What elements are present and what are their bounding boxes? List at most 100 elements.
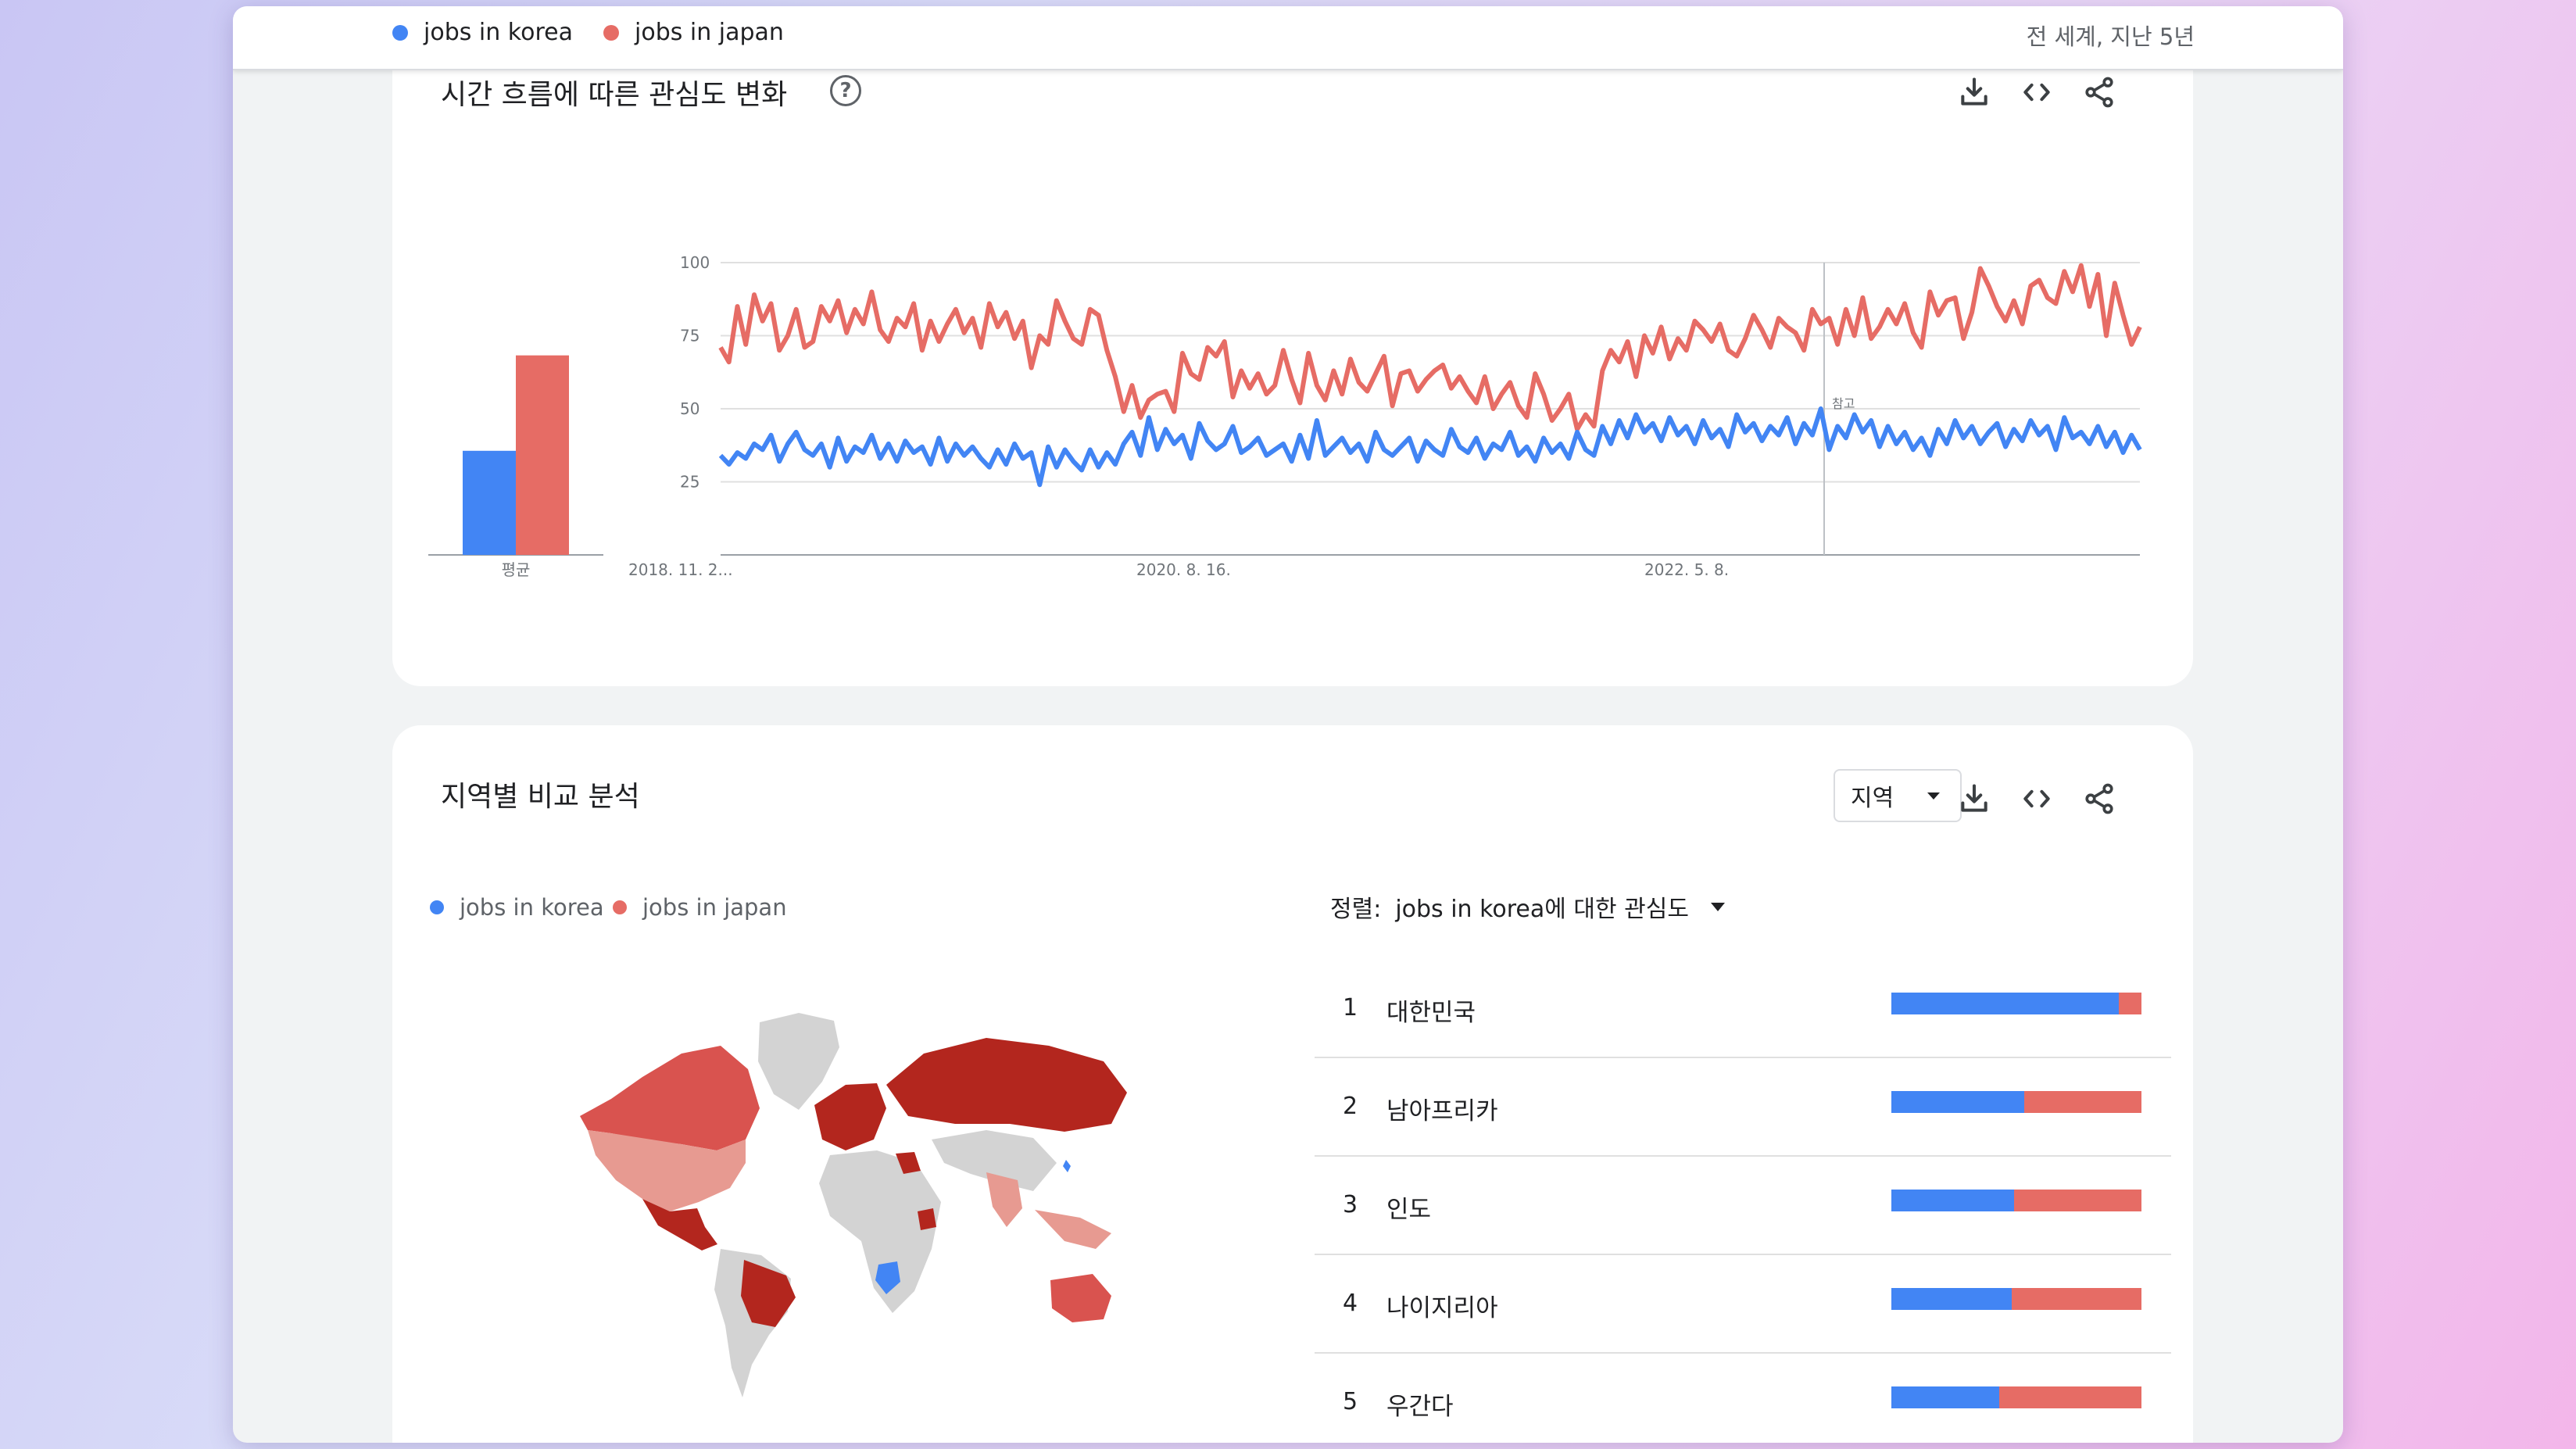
comparison-bar — [1891, 1091, 2141, 1113]
region-name: 우간다 — [1386, 1393, 1454, 1421]
bar-japan-share — [2011, 1288, 2141, 1310]
region-row[interactable]: 5 우간다 — [1315, 1352, 2171, 1443]
map-region-korea[interactable] — [1063, 1160, 1071, 1172]
region-row[interactable]: 2 남아프리카 — [1315, 1057, 2171, 1157]
rank-number: 3 — [1343, 1191, 1358, 1218]
rank-number: 4 — [1343, 1290, 1358, 1317]
share-icon — [2085, 783, 2113, 814]
caret-down-icon — [1927, 792, 1940, 800]
region-name: 대한민국 — [1386, 999, 1476, 1027]
x-tick-label: 2018. 11. 2... — [628, 560, 733, 579]
comparison-bar — [1891, 1190, 2141, 1211]
comparison-bar — [1891, 1288, 2141, 1310]
rank-number: 2 — [1343, 1093, 1358, 1120]
legend-label: jobs in korea — [460, 894, 604, 921]
legend-label: jobs in japan — [635, 19, 784, 46]
share-icon — [2085, 77, 2113, 108]
region-row[interactable]: 3 인도 — [1315, 1155, 2171, 1255]
bar-japan-share — [2119, 993, 2141, 1014]
map-legend-japan[interactable]: jobs in japan — [613, 894, 787, 921]
bar-korea-share — [1891, 993, 2120, 1014]
comparison-bar — [1891, 1386, 2141, 1408]
avg-bar-korea[interactable] — [463, 450, 516, 555]
map-region-brazil[interactable] — [741, 1260, 796, 1327]
share-button[interactable] — [2076, 775, 2123, 822]
comparison-bar — [1891, 993, 2141, 1014]
interest-line-chart: 25 50 75 100 참고 2018. 11. 2... 2020. 8. 16.… — [628, 253, 2142, 579]
scope-label[interactable]: 전 세계, 지난 5년 — [2026, 23, 2195, 50]
map-legend-korea[interactable]: jobs in korea — [430, 894, 604, 921]
help-circle-icon[interactable]: ? — [830, 75, 861, 106]
bar-korea-share — [1891, 1288, 2012, 1310]
download-button[interactable] — [1951, 69, 1998, 116]
bar-japan-share — [2013, 1190, 2141, 1211]
region-name: 나이지리아 — [1386, 1294, 1498, 1322]
browser-window: jobs in korea jobs in japan 전 세계, 지난 5년 … — [233, 6, 2343, 1443]
embed-button[interactable] — [2013, 69, 2060, 116]
y-tick-label: 75 — [680, 327, 699, 345]
chart-grid: 25 50 75 100 — [680, 253, 2140, 556]
map-region-south-africa[interactable] — [875, 1261, 900, 1294]
legend-item-japan[interactable]: jobs in japan — [603, 19, 784, 46]
japan-color-dot — [613, 900, 627, 914]
map-region-europe[interactable] — [814, 1083, 886, 1150]
avg-bar-japan[interactable] — [516, 355, 569, 555]
regional-comparison-card: 지역별 비교 분석 지역 jobs in korea jobs in japan — [392, 725, 2193, 1443]
download-icon — [1961, 784, 1987, 812]
map-region-australia[interactable] — [1050, 1274, 1111, 1322]
rank-number: 5 — [1343, 1388, 1358, 1415]
region-row[interactable]: 1 대한민국 — [1315, 958, 2171, 1058]
legend-item-korea[interactable]: jobs in korea — [392, 19, 573, 46]
map-region-greenland[interactable] — [758, 1013, 839, 1110]
region-name: 인도 — [1386, 1196, 1432, 1224]
map-region-egypt[interactable] — [896, 1152, 921, 1174]
world-map[interactable] — [564, 1007, 1158, 1397]
bar-japan-share — [1998, 1386, 2141, 1408]
legend-label: jobs in japan — [642, 894, 787, 921]
download-icon — [1961, 77, 1987, 106]
series-line-japan[interactable] — [718, 263, 2142, 432]
map-region-asia[interactable] — [932, 1130, 1057, 1191]
map-region-canada[interactable] — [580, 1046, 760, 1150]
card-title: 시간 흐름에 따른 관심도 변화 — [441, 79, 788, 111]
x-tick-label: 2022. 5. 8. — [1644, 560, 1729, 579]
average-bar-chart: 평균 — [428, 355, 603, 579]
dropdown-value: 지역 — [1851, 785, 1894, 812]
region-name: 남아프리카 — [1386, 1097, 1498, 1125]
embed-button[interactable] — [2013, 775, 2060, 822]
map-region-central-america[interactable] — [642, 1199, 717, 1250]
bar-korea-share — [1891, 1386, 1999, 1408]
map-region-united-states[interactable] — [588, 1130, 746, 1211]
korea-color-dot — [430, 900, 444, 914]
bar-korea-share — [1891, 1190, 2014, 1211]
notes-marker-label: 참고 — [1832, 396, 1855, 411]
caret-down-icon — [1710, 902, 1725, 911]
legend-label: jobs in korea — [424, 19, 573, 46]
embed-code-icon — [2023, 789, 2050, 808]
sticky-legend-bar: jobs in korea jobs in japan 전 세계, 지난 5년 — [233, 6, 2343, 70]
y-tick-label: 25 — [680, 473, 699, 492]
rank-number: 1 — [1343, 994, 1358, 1021]
map-region-east-africa[interactable] — [918, 1208, 936, 1230]
interest-over-time-card: 시간 흐름에 따른 관심도 변화 ? 평균 25 50 75 100 참고 2018.… — [392, 6, 2193, 686]
bar-korea-share — [1891, 1091, 2024, 1113]
sort-label: 정렬: — [1330, 896, 1382, 923]
map-region-africa[interactable] — [819, 1150, 941, 1313]
series-line-korea[interactable] — [718, 406, 2142, 488]
bar-japan-share — [2023, 1091, 2141, 1113]
map-region-india[interactable] — [986, 1172, 1022, 1227]
y-tick-label: 50 — [680, 399, 699, 418]
sort-value: jobs in korea에 대한 관심도 — [1395, 896, 1689, 923]
sort-control[interactable]: 정렬: jobs in korea에 대한 관심도 — [1330, 889, 1725, 924]
share-button[interactable] — [2076, 69, 2123, 116]
region-level-dropdown[interactable]: 지역 — [1834, 769, 1962, 822]
korea-color-dot — [392, 24, 408, 41]
download-button[interactable] — [1951, 775, 1998, 822]
region-row[interactable]: 4 나이지리아 — [1315, 1254, 2171, 1354]
map-region-russia[interactable] — [886, 1038, 1127, 1132]
y-tick-label: 100 — [680, 253, 710, 272]
avg-label: 평균 — [502, 560, 531, 579]
map-region-southeast-asia[interactable] — [1035, 1210, 1111, 1249]
card-title: 지역별 비교 분석 — [441, 781, 640, 813]
japan-color-dot — [603, 24, 619, 41]
